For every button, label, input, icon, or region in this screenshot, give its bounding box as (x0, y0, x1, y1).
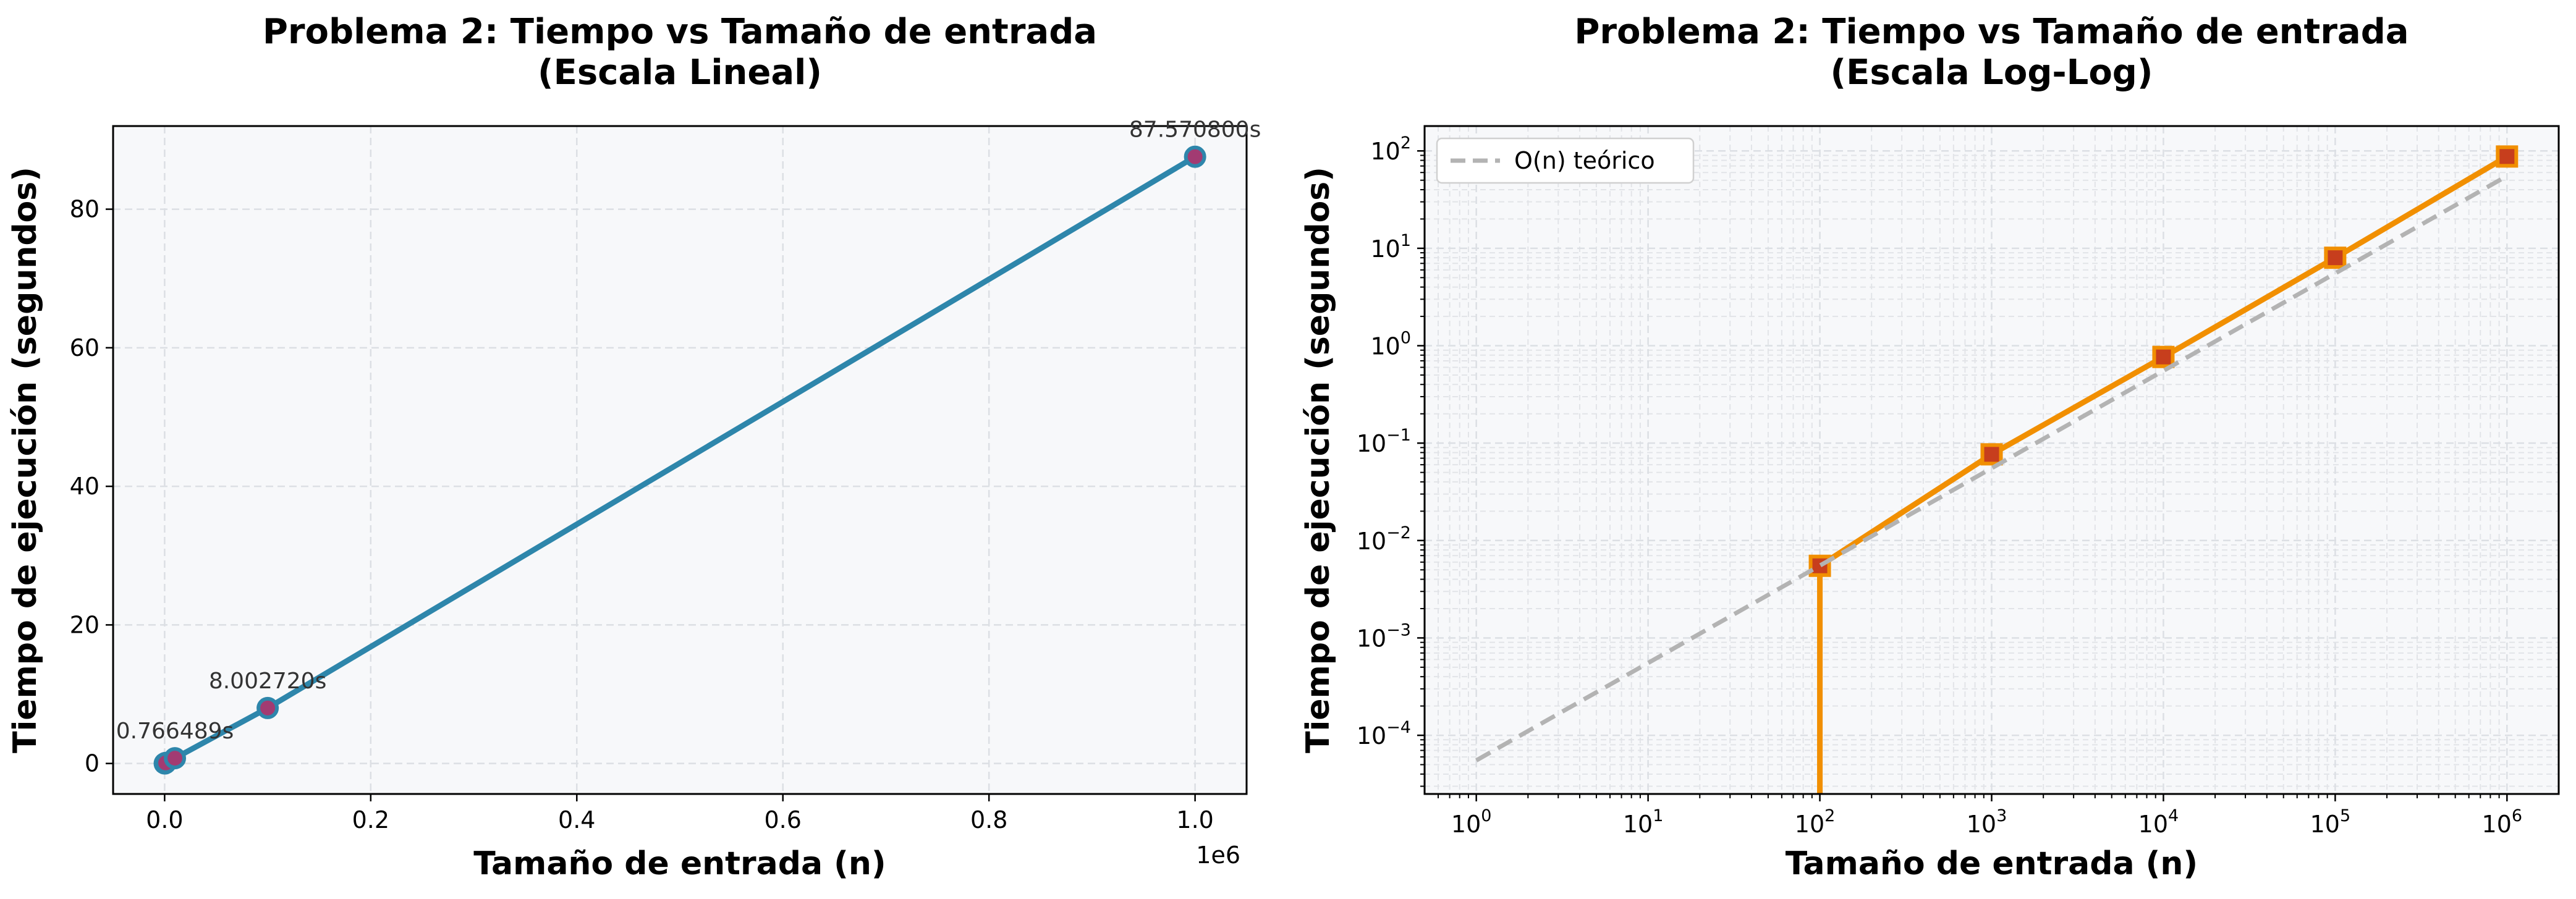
x-tick-label: 0.8 (970, 806, 1007, 834)
y-tick-label: 101 (1370, 231, 1411, 263)
data-point (1808, 554, 1831, 577)
x-tick-label: 105 (2310, 806, 2351, 838)
x-offset-label: 1e6 (1196, 842, 1240, 869)
y-tick-label: 10−2 (1357, 523, 1411, 555)
data-point (256, 696, 279, 719)
series-line (1817, 154, 2509, 794)
y-tick-label: 102 (1370, 133, 1411, 165)
data-label: 87.570800s (1129, 117, 1261, 143)
series-0 (1808, 145, 2519, 794)
major-grid (113, 126, 1247, 794)
y-tick-label: 40 (70, 473, 100, 500)
x-tick-label: 104 (2138, 806, 2179, 838)
data-label: 8.002720s (209, 669, 327, 694)
legend-label: O(n) teórico (1514, 147, 1655, 174)
x-tick-label: 0.6 (765, 806, 802, 834)
x-tick-label: 100 (1451, 806, 1492, 838)
x-tick-label: 0.2 (352, 806, 389, 834)
x-axis-label: Tamaño de entrada (n) (473, 845, 886, 882)
x-tick-label: 101 (1623, 806, 1664, 838)
data-point (2152, 345, 2175, 368)
y-tick-label: 0 (85, 750, 100, 777)
x-axis-label: Tamaño de entrada (n) (1786, 845, 2198, 882)
x-tick-label: 102 (1795, 806, 1836, 838)
y-tick-label: 60 (70, 334, 100, 361)
data-point (1184, 145, 1206, 168)
x-tick-label: 1.0 (1176, 806, 1213, 834)
x-tick-label: 0.4 (558, 806, 595, 834)
y-tick-label: 10−1 (1357, 426, 1411, 457)
x-tick-label: 0.0 (146, 806, 183, 834)
chart-log-log-scale: 100 101 102 103 104 105 106 10−4 10−3 10−2 10−1 100… (1300, 12, 2560, 882)
y-tick-label: 100 (1370, 329, 1411, 360)
y-axis-label: Tiempo de ejecución (segundos) (1300, 167, 1337, 753)
chart-title: Problema 2: Tiempo vs Tamaño de entrada(… (263, 12, 1097, 93)
y-tick-label: 10−4 (1357, 718, 1411, 749)
data-point (2496, 145, 2519, 168)
x-tick-label: 103 (1967, 806, 2007, 838)
legend-box (1436, 137, 1695, 184)
y-axis-label: Tiempo de ejecución (segundos) (7, 167, 44, 753)
axes-frame (112, 125, 1248, 795)
x-tick-label: 106 (2482, 806, 2523, 838)
y-tick-label: 20 (70, 611, 100, 638)
data-point (1980, 443, 2003, 466)
y-tick-label: 80 (70, 196, 100, 223)
chart-linear-scale: 0.0 0.2 0.4 0.6 0.8 1.0 0 20 40 60 80 1e6 Problema 2… (7, 12, 1261, 882)
y-tick-label: 10−3 (1357, 620, 1411, 652)
legend: O(n) teórico (1436, 137, 1695, 184)
series-0 (153, 145, 1206, 775)
chart-title: Problema 2: Tiempo vs Tamaño de entrada(… (1574, 12, 2409, 93)
data-point (164, 747, 187, 770)
data-point (2324, 247, 2347, 269)
data-label: 0.766489s (116, 719, 234, 744)
